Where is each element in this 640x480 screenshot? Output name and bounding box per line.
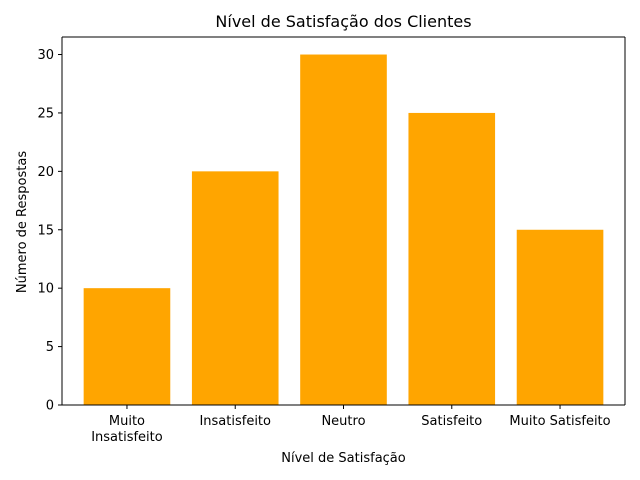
x-tick-label-2: Neutro <box>321 414 365 429</box>
x-tick-label-3: Satisfeito <box>421 414 482 429</box>
x-ticks: Muito Insatisfeito Insatisfeito Neutro Satis… <box>91 405 611 445</box>
axes-layer <box>61 36 626 406</box>
x-tick-label-4: Muito Satisfeito <box>509 414 610 429</box>
y-tick-label-1: 5 <box>46 340 54 355</box>
y-tick-label-6: 30 <box>37 48 54 63</box>
y-axis-label: Número de Respostas <box>15 151 30 293</box>
y-tick-label-0: 0 <box>46 399 54 414</box>
y-tick-label-4: 20 <box>37 165 54 180</box>
chart-title: Nível de Satisfação dos Clientes <box>215 12 471 31</box>
bar-4 <box>516 229 604 405</box>
x-tick-label-0: Muito Insatisfeito <box>91 414 163 445</box>
bar-2 <box>300 54 387 406</box>
y-ticks: 0 5 10 15 20 25 30 <box>37 48 62 414</box>
bar-3 <box>408 112 496 405</box>
x-axis-label: Nível de Satisfação <box>281 451 406 466</box>
y-tick-label-5: 25 <box>37 106 54 121</box>
bar-0 <box>83 288 171 405</box>
y-tick-label-3: 15 <box>37 223 54 238</box>
bars-layer <box>83 54 604 406</box>
y-tick-label-2: 10 <box>37 282 54 297</box>
bar-1 <box>191 171 279 405</box>
x-tick-label-1: Insatisfeito <box>199 414 271 429</box>
